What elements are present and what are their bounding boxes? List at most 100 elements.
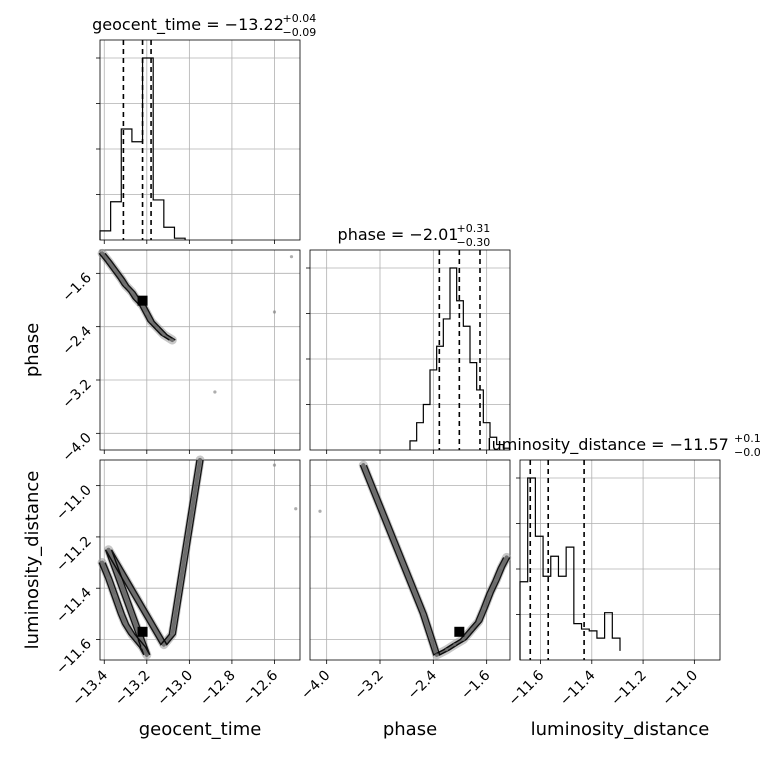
ytick-label-phase: −2.4 [59,323,94,358]
sample-point [272,463,277,467]
contour-line [359,464,505,656]
hist-title-luminosity_distance: luminosity_distance = −11.57 [487,435,729,455]
sample-point [134,297,138,301]
hist-panel-phase: phase = −2.01+0.31−0.30 [306,222,511,454]
sample-point [106,548,111,552]
xaxis-label-geocent_time: geocent_time [139,719,262,740]
sample-point [482,607,486,611]
histogram-geocent_time [99,57,186,240]
sample-point [145,311,149,315]
hist-title-geocent_time: geocent_time = −13.22 [92,15,284,35]
sample-point [289,255,294,259]
panel-frame [99,39,301,241]
contour-line [98,459,198,656]
sample-point [453,643,457,647]
ytick-label-phase: −1.6 [59,270,94,305]
sample-point [170,632,174,636]
xtick-label-luminosity_distance: −11.4 [557,667,599,709]
sample-point [145,653,149,657]
xtick-label-phase: −3.2 [351,668,386,703]
sample-point [123,622,128,626]
xtick-label-geocent_time: −12.8 [197,668,239,710]
sample-point [170,338,174,342]
xtick-label-geocent_time: −13.0 [155,668,197,710]
sample-point [106,576,111,580]
hist-title-minus: −0.09 [283,26,317,39]
xtick-label-luminosity_distance: −11.6 [506,667,548,709]
sample-point [318,509,322,513]
hist-title-plus: +0.31 [457,222,491,235]
xtick-label-phase: −4.0 [298,668,333,703]
sample-point [140,645,145,649]
sample-point [435,653,439,657]
sample-point [213,390,217,394]
ytick-label-phase: −4.0 [59,430,94,465]
sample-point [272,310,277,314]
xtick-label-luminosity_distance: −11.2 [608,668,650,710]
xtick-label-geocent_time: −13.4 [69,667,111,709]
hist-panel-luminosity_distance: luminosity_distance = −11.57 +0.14−0.07 [487,432,760,664]
sample-point [477,619,481,624]
hist-title-minus: −0.07 [734,446,760,459]
yaxis-label-phase: phase [22,323,43,377]
median-marker [137,626,148,637]
panel-frame [99,249,301,451]
hist-title-plus: +0.14 [734,432,760,445]
median-marker [137,295,148,306]
ytick-label-luminosity_distance: −11.2 [53,533,95,575]
sample-point [461,637,465,642]
sample-point [130,290,134,294]
sample-point [421,612,425,616]
sample-point [123,283,128,287]
xtick-label-phase: −2.4 [405,667,440,702]
panel-frame [519,459,721,661]
sample-point [198,458,202,462]
sample-point [119,277,123,281]
xtick-label-luminosity_distance: −11.0 [660,668,702,710]
density-band [358,460,512,660]
sample-point [499,566,503,570]
sample-point [100,251,104,255]
contour-line [98,252,170,341]
sample-point [445,648,449,652]
histogram-phase [409,267,511,450]
sample-point [505,555,509,560]
sample-point [162,333,166,337]
contour-line [104,459,204,656]
hist-title-minus: −0.30 [457,236,491,249]
xaxis-label-luminosity_distance: luminosity_distance [531,719,710,740]
sample-point [361,463,365,467]
sample-point [155,326,160,330]
median-marker [454,626,465,637]
xaxis-label-phase: phase [383,719,437,740]
xtick-label-phase: −1.6 [458,667,493,702]
hist-title-plus: +0.04 [283,12,317,25]
contour-line [365,464,511,656]
ytick-label-luminosity_distance: −11.4 [53,585,95,627]
sample-point [488,591,492,595]
sample-point [494,578,498,583]
ytick-label-luminosity_distance: −11.6 [53,636,95,678]
yaxis-label-luminosity_distance: luminosity_distance [22,471,43,650]
sample-point [119,612,123,616]
histogram-luminosity_distance [519,477,621,660]
ytick-label-luminosity_distance: −11.0 [53,482,95,524]
sample-point [106,259,111,263]
scatter-panel-geocent_time__luminosity_distance [96,455,301,664]
hist-panel-geocent_time: geocent_time = −13.22+0.04−0.09 [92,12,316,244]
hist-title-phase: phase = −2.01 [338,225,459,244]
sample-point [113,594,117,598]
sample-point [162,643,166,647]
sample-point [100,560,104,565]
sample-point [294,507,298,511]
sample-point [470,627,474,631]
sample-point [134,637,138,642]
sample-point [113,268,117,272]
scatter-panel-phase__luminosity_distance [309,459,512,664]
panel-frame [309,459,511,661]
scatter-panel-geocent_time__phase [96,248,301,454]
sample-point [149,319,153,323]
ytick-label-phase: −3.2 [59,377,94,412]
xtick-label-geocent_time: −12.6 [240,667,282,709]
